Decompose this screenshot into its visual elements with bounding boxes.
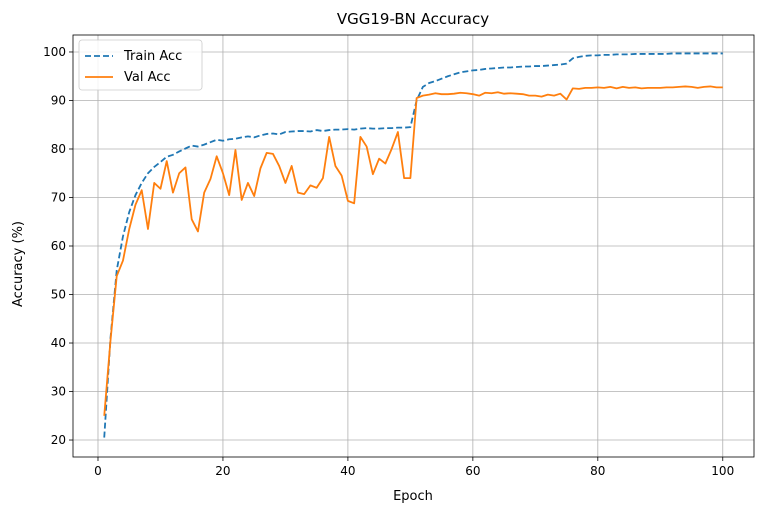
- y-tick-label: 20: [51, 433, 66, 447]
- x-tick-label: 0: [94, 464, 102, 478]
- series-line-train-acc: [103, 52, 723, 438]
- legend-label-val: Val Acc: [124, 70, 171, 85]
- x-tick-label: 40: [340, 464, 355, 478]
- y-axis-label: Accuracy (%): [11, 221, 26, 307]
- legend: Train Acc Val Acc: [78, 39, 203, 91]
- y-tick-label: 40: [51, 336, 66, 350]
- series-line-val-acc: [103, 85, 723, 416]
- y-tick-label: 60: [51, 239, 66, 253]
- y-tick-label: 50: [51, 288, 66, 302]
- chart-title: VGG19-BN Accuracy: [337, 10, 489, 28]
- y-tick-label: 80: [51, 142, 66, 156]
- x-tick-label: 60: [465, 464, 480, 478]
- y-tick-label: 70: [51, 190, 66, 204]
- x-tick-label: 100: [711, 464, 734, 478]
- grid-lines: [73, 35, 754, 457]
- x-tick-label: 80: [590, 464, 605, 478]
- x-tick-label: 20: [215, 464, 230, 478]
- legend-label-train: Train Acc: [123, 49, 182, 64]
- series-lines: [103, 52, 723, 438]
- y-tick-label: 100: [43, 45, 66, 59]
- x-axis-label: Epoch: [393, 489, 433, 504]
- y-tick-label: 30: [51, 385, 66, 399]
- y-axis-ticks: 20 30 40 50 60 70 80 90 100: [43, 45, 73, 447]
- y-tick-label: 90: [51, 93, 66, 107]
- x-axis-ticks: 0 20 40 60 80 100: [94, 457, 734, 478]
